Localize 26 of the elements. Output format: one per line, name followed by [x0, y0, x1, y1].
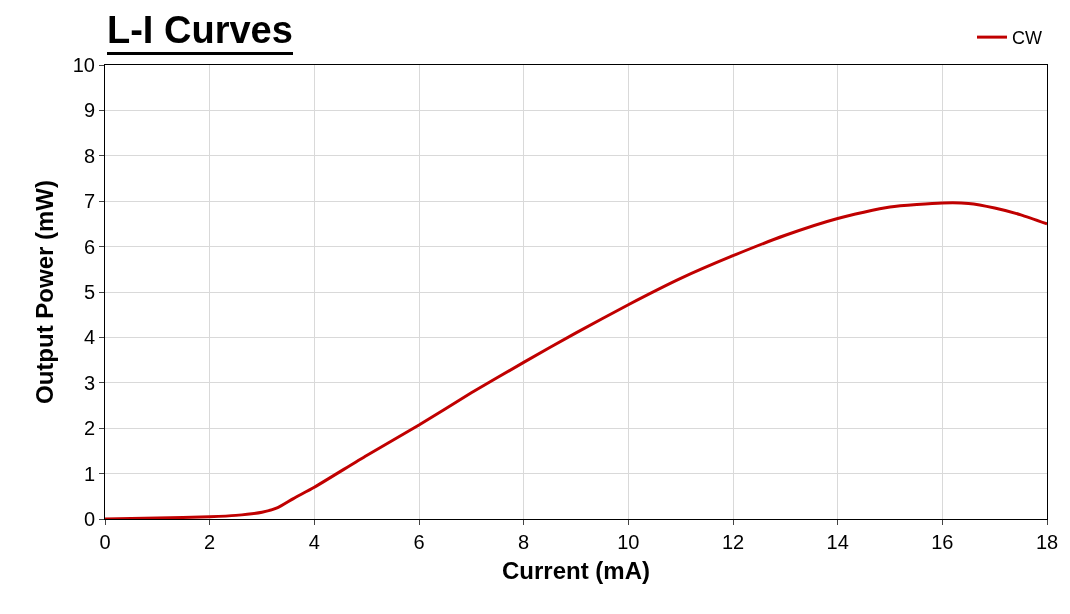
x-tick-label: 4 — [308, 531, 320, 553]
legend-label: CW — [1012, 28, 1042, 49]
y-tick-label: 6 — [83, 235, 95, 258]
x-tick-label: 6 — [413, 531, 425, 553]
x-tick-label: 18 — [1035, 531, 1059, 553]
y-tick-label: 3 — [83, 371, 95, 394]
chart-title: L-I Curves — [107, 8, 293, 55]
y-tick-label: 5 — [83, 281, 95, 303]
y-tick-label: 8 — [83, 144, 95, 167]
x-axis-title: Current (mA) — [502, 557, 650, 585]
x-tick-label: 16 — [931, 531, 954, 553]
y-tick-label: 0 — [83, 508, 95, 530]
y-tick-label: 2 — [83, 417, 95, 440]
y-tick-label: 1 — [83, 462, 95, 485]
y-axis-title: Output Power (mW) — [30, 180, 58, 404]
x-tick-label: 12 — [721, 531, 745, 553]
x-tick-label: 14 — [826, 531, 849, 553]
y-tick-label: 4 — [83, 326, 95, 349]
x-tick-label: 0 — [99, 531, 111, 553]
x-tick-label: 2 — [204, 531, 216, 553]
x-tick-label: 10 — [617, 531, 640, 553]
y-tick-label: 7 — [83, 190, 95, 213]
line-series — [105, 201, 1047, 519]
x-tick-label: 8 — [518, 531, 530, 553]
y-tick-label: 9 — [83, 99, 95, 122]
y-tick-label: 10 — [72, 54, 95, 76]
